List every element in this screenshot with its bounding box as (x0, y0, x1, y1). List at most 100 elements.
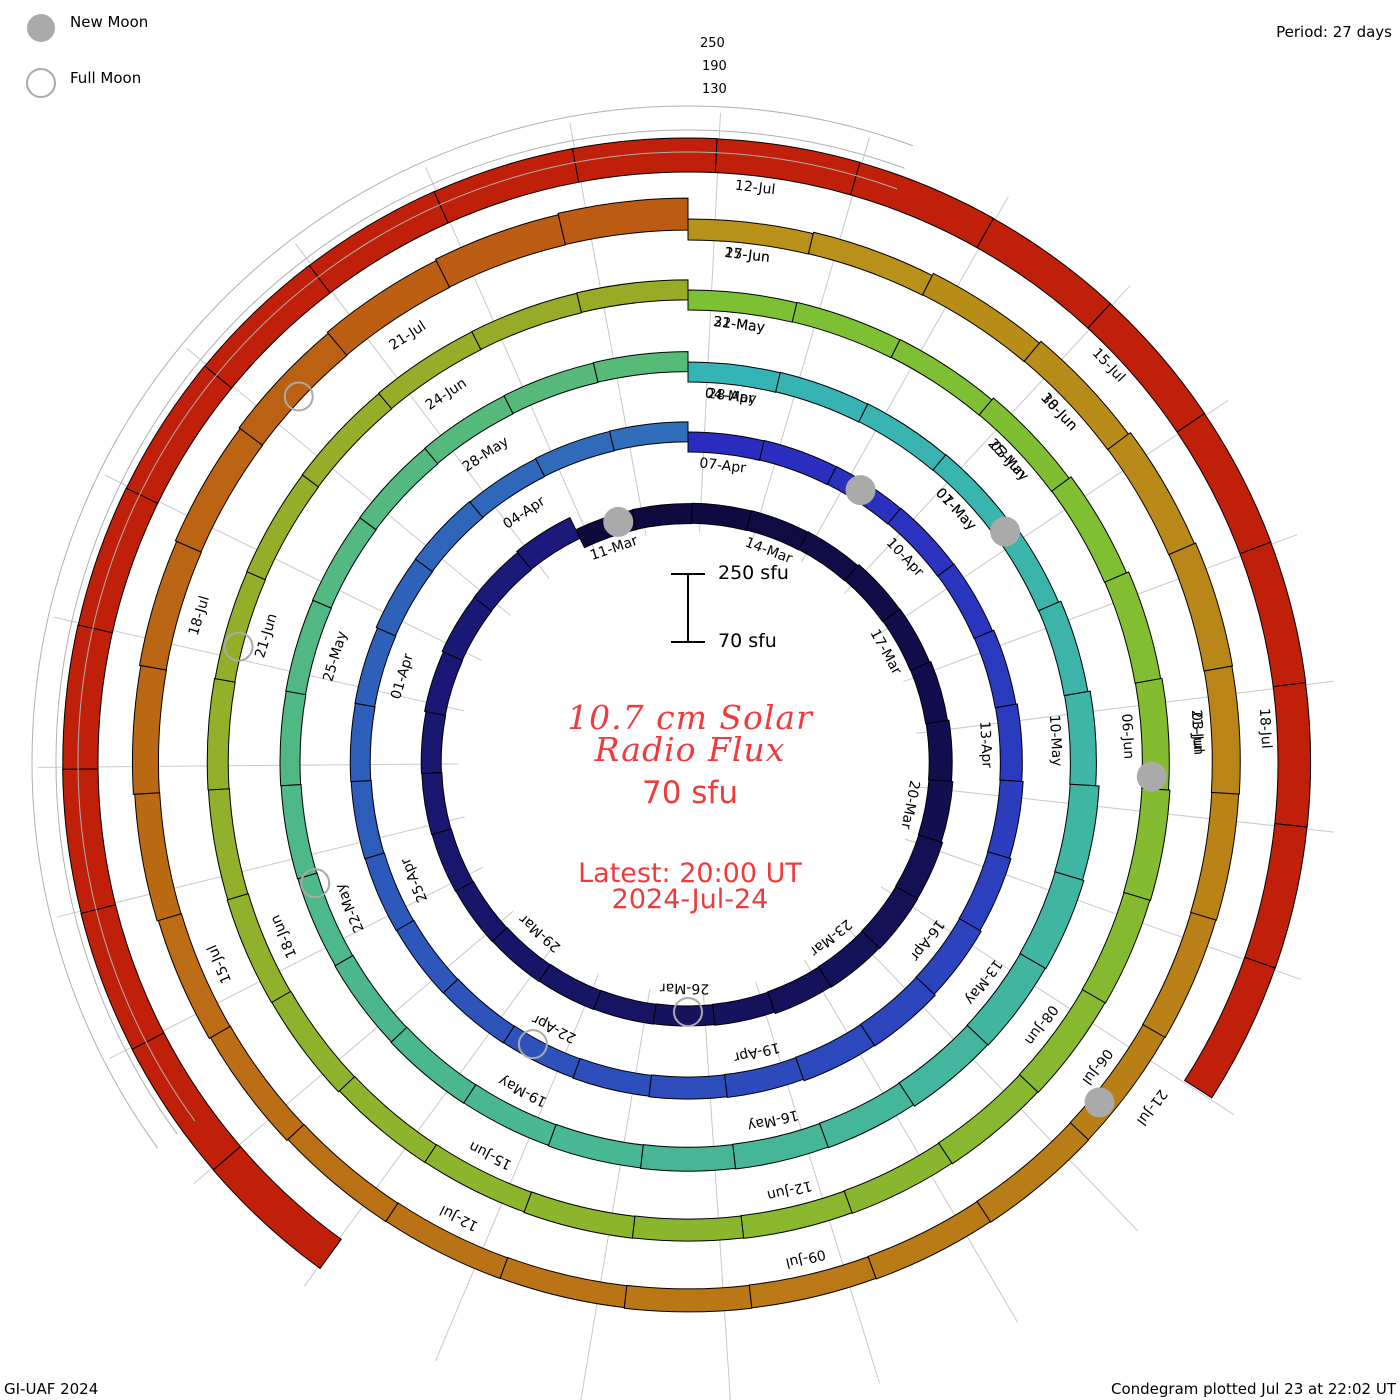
flux-segment (740, 1190, 853, 1239)
full-moon-marker (300, 868, 331, 899)
flux-segment (898, 1024, 989, 1107)
date-label: 10-May (1046, 714, 1065, 767)
flux-segment (503, 362, 599, 415)
chart-title-line1: 10.7 cm Solar (567, 698, 813, 737)
flux-segment (442, 978, 515, 1044)
flux-segment (62, 624, 113, 770)
radial-grid-line (569, 122, 647, 536)
flux-segment (711, 991, 776, 1026)
new-moon-marker (845, 475, 876, 506)
flux-segment (1168, 542, 1234, 672)
flux-segment (1189, 791, 1240, 921)
full-moon-marker (673, 997, 703, 1027)
flux-segment (631, 1215, 745, 1242)
flux-segment (623, 1284, 753, 1313)
full-moon-marker (223, 631, 254, 662)
radial-grid-line (186, 347, 511, 616)
flux-segment (499, 1256, 628, 1309)
flux-segment (390, 1026, 477, 1104)
flux-segment (648, 1074, 728, 1100)
flux-segment (758, 439, 837, 486)
date-label: 21-Jul (1133, 1086, 1170, 1128)
flux-segment (138, 540, 203, 671)
date-label: 24-Jun (423, 375, 470, 413)
flux-segment (77, 487, 159, 634)
reference-arc (77, 151, 898, 1122)
date-label: 09-Jul (784, 1246, 827, 1271)
date-label: 15-Jul (204, 942, 235, 986)
flux-segment (593, 989, 657, 1025)
flux-segment (1054, 783, 1100, 881)
flux-segment (433, 148, 580, 224)
flux-segment (349, 702, 376, 783)
flux-segment (576, 279, 689, 313)
flux-segment (917, 779, 954, 843)
flux-segment (287, 1123, 399, 1223)
ring-tick-250: 250 (700, 36, 725, 51)
flux-segment (311, 517, 377, 609)
flux-segment (687, 361, 781, 393)
new-moon-marker (1084, 1087, 1115, 1118)
date-label: 25-Apr (398, 855, 431, 905)
radial-grid-line (878, 399, 1229, 635)
date-label: 12-Jul (734, 178, 776, 199)
radial-grid-line (903, 534, 1298, 683)
flux-segment (732, 1122, 829, 1170)
date-label: 04-May (704, 386, 757, 408)
flux-segment (280, 784, 318, 880)
latest-time-label: Latest: 20:00 UT (578, 858, 802, 889)
flux-segment (1051, 476, 1128, 584)
flux-segment (414, 500, 484, 573)
date-label: 18-Jul (186, 594, 213, 637)
flux-segment (473, 551, 533, 612)
flux-segment (534, 430, 615, 477)
radial-grid-line (54, 616, 464, 712)
flux-segment (1107, 431, 1196, 556)
flux-segment (1183, 956, 1276, 1099)
full-moon-legend-label: Full Moon (70, 69, 142, 87)
flux-segment (909, 660, 949, 725)
flux-segment (471, 292, 583, 351)
radial-grid-line (109, 866, 484, 1059)
date-label: 01-Apr (388, 652, 417, 702)
flux-segment (791, 301, 901, 359)
flux-segment (723, 1057, 805, 1098)
flux-segment (1081, 891, 1151, 1004)
credit-label: GI-UAF 2024 (4, 1380, 99, 1398)
flux-segment (246, 474, 320, 581)
date-label: 06-Jun (1118, 713, 1137, 759)
flux-segment (424, 651, 464, 716)
flux-segment (775, 371, 869, 423)
flux-segment (375, 558, 434, 637)
latest-date-label: 2024-Jul-24 (611, 884, 769, 915)
date-label: 21-Jul (386, 318, 429, 354)
flux-segment (1019, 871, 1085, 970)
flux-segment (1203, 665, 1241, 795)
date-label: 18-Jun (268, 912, 301, 960)
flux-segment (334, 954, 408, 1043)
radial-grid-line (880, 886, 1235, 1116)
flux-segment (925, 719, 953, 782)
radial-grid-line (702, 991, 731, 1400)
ring-tick-130: 130 (702, 82, 727, 97)
date-label: 03-Jul (1188, 712, 1206, 753)
flux-segment (547, 1123, 644, 1169)
flux-segment (850, 161, 995, 249)
date-label: 13-Apr (976, 721, 995, 769)
flux-segment (134, 792, 182, 922)
radial-grid-line (104, 474, 482, 661)
date-label: 12-Jun (765, 1177, 813, 1203)
radial-grid-line (56, 816, 465, 918)
date-label: 21-Jun (1188, 709, 1207, 755)
flux-segment (631, 503, 693, 530)
flux-segment (214, 571, 267, 683)
flux-segment (1239, 541, 1307, 688)
new-moon-marker (1136, 761, 1167, 792)
new-moon-marker (603, 506, 634, 537)
new-moon-legend-icon (27, 14, 55, 42)
flux-segment (966, 953, 1047, 1046)
date-label: 27-Jun (724, 245, 771, 266)
flux-segment (844, 563, 901, 623)
flux-segment (1176, 412, 1272, 555)
chart-title-line2: Radio Flux (594, 730, 786, 769)
